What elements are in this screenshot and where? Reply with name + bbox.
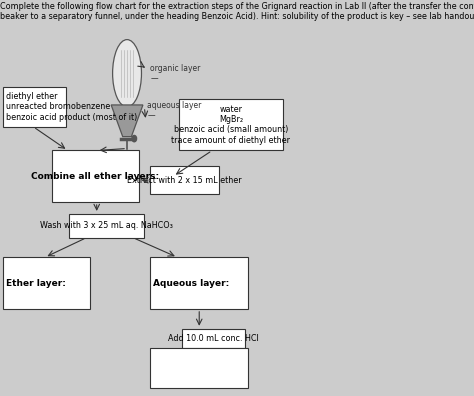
Text: Aqueous layer:: Aqueous layer:: [153, 279, 229, 287]
Text: Extract with 2 x 15 mL ether: Extract with 2 x 15 mL ether: [128, 176, 242, 185]
FancyBboxPatch shape: [150, 348, 248, 388]
Polygon shape: [111, 105, 143, 137]
Text: diethyl ether
unreacted bromobenzene
benzoic acid product (most of it): diethyl ether unreacted bromobenzene ben…: [6, 92, 137, 122]
FancyBboxPatch shape: [52, 150, 138, 202]
FancyBboxPatch shape: [3, 87, 66, 127]
Ellipse shape: [113, 40, 141, 107]
Text: beaker to a separatory funnel, under the heading Benzoic Acid). Hint: solubility: beaker to a separatory funnel, under the…: [0, 12, 474, 21]
FancyBboxPatch shape: [150, 257, 248, 309]
Text: Add 10.0 mL conc. HCl: Add 10.0 mL conc. HCl: [168, 334, 259, 343]
Text: water
MgBr₂
benzoic acid (small amount)
trace amount of diethyl ether: water MgBr₂ benzoic acid (small amount) …: [172, 105, 291, 145]
Text: organic layer
—: organic layer —: [150, 64, 201, 83]
FancyBboxPatch shape: [150, 166, 219, 194]
FancyBboxPatch shape: [179, 99, 283, 150]
Circle shape: [132, 135, 137, 142]
Text: Ether layer:: Ether layer:: [6, 279, 66, 287]
Text: aqueous layer
—: aqueous layer —: [147, 101, 201, 120]
Text: Combine all ether layers:: Combine all ether layers:: [31, 172, 159, 181]
FancyBboxPatch shape: [69, 214, 145, 238]
Text: Complete the following flow chart for the extraction steps of the Grignard react: Complete the following flow chart for th…: [0, 2, 474, 11]
FancyBboxPatch shape: [3, 257, 90, 309]
FancyBboxPatch shape: [182, 329, 246, 348]
Text: Wash with 3 x 25 mL aq. NaHCO₃: Wash with 3 x 25 mL aq. NaHCO₃: [40, 221, 173, 230]
